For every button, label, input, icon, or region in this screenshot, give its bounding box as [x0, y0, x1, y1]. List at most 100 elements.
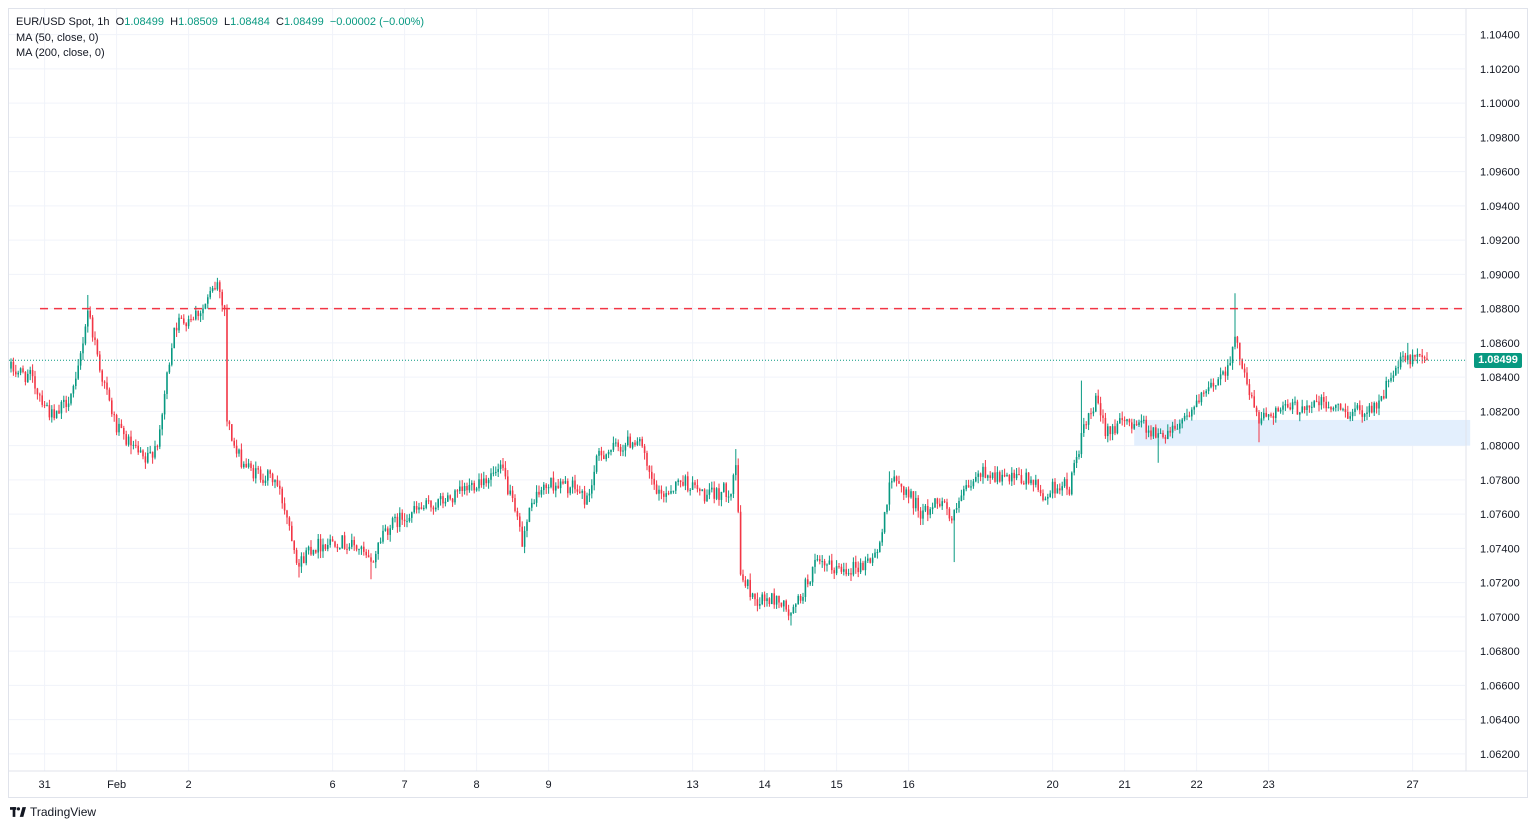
- candle-body: [591, 485, 593, 494]
- candle-body: [1246, 372, 1248, 385]
- candle-body: [1306, 405, 1308, 411]
- candle-body: [1186, 415, 1188, 417]
- candle-body: [255, 468, 257, 479]
- candle-body: [672, 490, 675, 492]
- candle-body: [1205, 391, 1207, 394]
- candle-body: [689, 489, 691, 491]
- candle-body: [459, 486, 461, 492]
- candle-body: [559, 481, 562, 489]
- candle-body: [960, 495, 963, 501]
- candle-body: [1210, 382, 1212, 388]
- candle-body: [475, 488, 478, 491]
- candle-body: [1001, 474, 1003, 482]
- candle-body: [1385, 380, 1387, 399]
- candle-body: [1342, 409, 1344, 411]
- candle-body: [948, 508, 951, 519]
- candle-body: [1025, 472, 1027, 485]
- candle-body: [1375, 402, 1378, 409]
- candle-body: [87, 310, 89, 327]
- candle-body: [1042, 493, 1044, 501]
- candle-body: [305, 550, 307, 564]
- candle-body: [1325, 401, 1327, 409]
- candle-body: [447, 495, 449, 502]
- candle-body: [1236, 336, 1239, 343]
- candle-body: [1198, 400, 1200, 403]
- candle-body: [730, 493, 732, 497]
- candle-body: [238, 449, 240, 454]
- candle-body: [267, 470, 269, 481]
- ma50-indicator-label[interactable]: MA (50, close, 0): [16, 31, 99, 44]
- candle-body: [108, 389, 111, 401]
- candle-body: [895, 476, 898, 481]
- candle-body: [89, 310, 91, 318]
- candle-body: [651, 471, 653, 479]
- candle-body: [819, 559, 821, 562]
- candle-body: [1390, 377, 1392, 381]
- candle-body: [660, 489, 663, 494]
- candle-body: [43, 404, 46, 406]
- candle-body: [432, 507, 435, 510]
- y-tick-label: 1.07200: [1480, 578, 1520, 590]
- candle-body: [334, 541, 336, 547]
- candle-body: [706, 494, 708, 502]
- candle-body: [663, 493, 665, 497]
- candle-body: [951, 518, 953, 521]
- candle-body: [648, 465, 651, 472]
- candle-body: [67, 403, 70, 407]
- y-tick-label: 1.09800: [1480, 132, 1520, 144]
- candle-body: [684, 476, 687, 486]
- candle-body: [1263, 412, 1265, 419]
- candle-body: [994, 472, 996, 482]
- y-tick-label: 1.08200: [1480, 406, 1520, 418]
- candle-body: [833, 570, 835, 574]
- y-tick-label: 1.09600: [1480, 167, 1520, 179]
- ma200-indicator-label[interactable]: MA (200, close, 0): [16, 47, 105, 59]
- candle-body: [516, 511, 519, 517]
- candle-body: [1339, 403, 1342, 410]
- candle-body: [1227, 365, 1229, 376]
- candle-body: [725, 483, 727, 497]
- change-value: −0.00002 (−0.00%): [329, 16, 425, 28]
- candle-body: [1011, 472, 1013, 482]
- candle-body: [732, 475, 735, 494]
- candle-body: [178, 317, 180, 331]
- candle-body: [41, 395, 43, 405]
- y-tick-label: 1.07400: [1480, 543, 1520, 555]
- candle-body: [871, 557, 874, 563]
- candle-body: [1241, 359, 1243, 369]
- candle-body: [1157, 433, 1159, 438]
- candle-body: [893, 476, 895, 482]
- candle-body: [252, 468, 255, 479]
- candle-body: [1140, 420, 1143, 423]
- candle-body: [1380, 396, 1383, 401]
- candle-body: [519, 516, 521, 527]
- candle-body: [720, 491, 723, 500]
- symbol-label[interactable]: EUR/USD Spot, 1h: [16, 16, 110, 28]
- candle-body: [946, 502, 948, 509]
- x-tick-label: 2: [186, 779, 192, 791]
- candle-body: [1332, 407, 1335, 410]
- candle-body: [39, 394, 41, 396]
- candle-body: [365, 551, 367, 556]
- candle-body: [142, 450, 144, 457]
- candle-body: [480, 479, 483, 486]
- candle-body: [235, 445, 238, 454]
- price-axis[interactable]: 1.06200 1.06400 1.06600 1.06800 1.07000 1.072…: [1465, 9, 1520, 771]
- time-axis[interactable]: 31 Feb 2 6 7 8 9 13 14 15 16 20 21 22 23 27: [9, 770, 1527, 791]
- candle-body: [531, 502, 533, 508]
- tradingview-brand[interactable]: TradingView: [10, 805, 96, 819]
- candle-body: [36, 388, 39, 395]
- candle-body: [1361, 410, 1363, 417]
- candle-body: [1030, 479, 1032, 484]
- candle-body: [351, 540, 353, 547]
- candle-body: [29, 370, 31, 374]
- candle-body: [855, 561, 857, 568]
- candle-body: [898, 480, 900, 484]
- candle-body: [1155, 427, 1157, 438]
- candle-body: [355, 545, 358, 550]
- candle-body: [151, 451, 154, 458]
- candle-body: [509, 490, 511, 495]
- candle-body: [17, 372, 19, 375]
- candle-body: [807, 579, 809, 585]
